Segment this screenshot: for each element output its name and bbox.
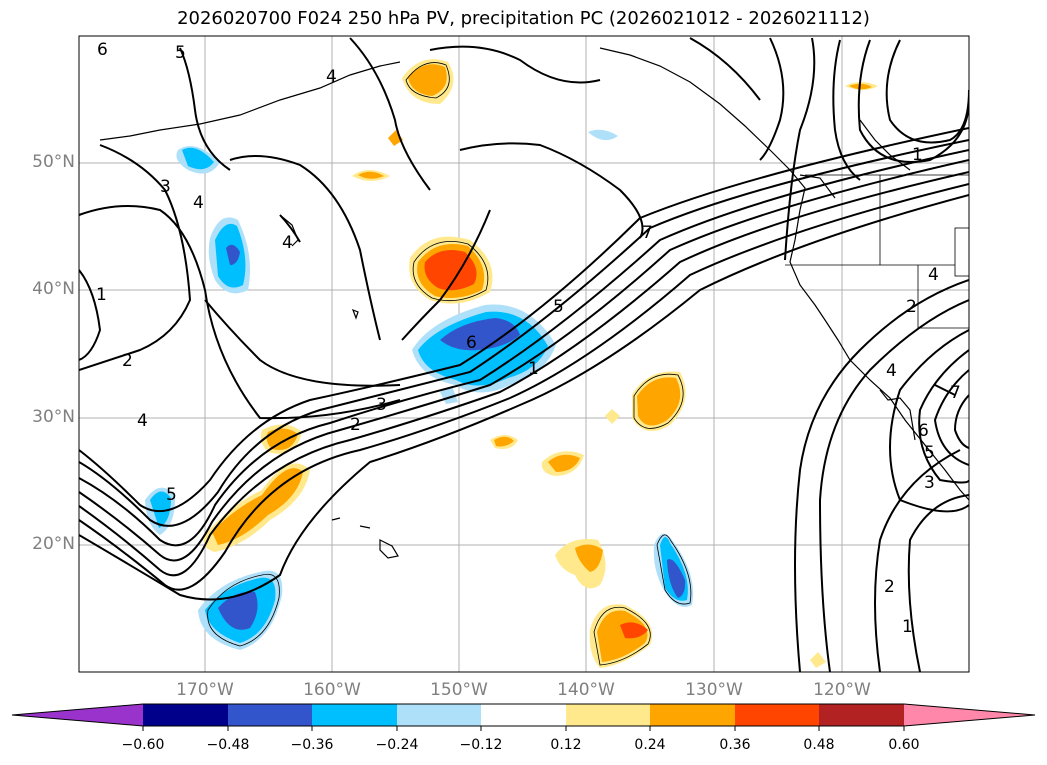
contour-label: 4 (326, 67, 337, 87)
lon-label-130w: 130°W (685, 680, 743, 700)
colorbar-segment (397, 704, 481, 726)
colorbar-label: 0.24 (634, 737, 666, 753)
colorbar (11, 703, 1036, 731)
colorbar-label: −0.24 (375, 737, 419, 753)
contour-label: 1 (912, 145, 923, 165)
coastlines (99, 47, 969, 559)
colorbar-label: −0.12 (459, 737, 503, 753)
contour-label: 3 (160, 177, 171, 197)
contour-label: 2 (906, 297, 917, 317)
contour-label: 2 (350, 415, 361, 435)
lon-label-160w: 160°W (303, 680, 361, 700)
precip-outlines (207, 62, 692, 666)
lon-label-170w: 170°W (176, 680, 234, 700)
lat-label-20n: 20°N (32, 534, 75, 554)
contour-label: 4 (886, 361, 897, 381)
map-title: 2026020700 F024 250 hPa PV, precipitatio… (177, 8, 870, 29)
contour-label: 2 (884, 577, 895, 597)
contour-label: 2 (122, 351, 133, 371)
colorbar-segment (312, 704, 397, 726)
lon-label-120w: 120°W (813, 680, 871, 700)
borders (785, 174, 969, 329)
contour-label: 6 (466, 333, 477, 353)
colorbar-label: 0.12 (550, 737, 582, 753)
contour-label: 1 (96, 285, 107, 305)
contour-label: 5 (924, 443, 935, 463)
contour-label: 6 (97, 40, 108, 60)
contour-label: 5 (166, 485, 177, 505)
contour-label: 1 (528, 359, 539, 379)
colorbar-segment (819, 704, 904, 726)
contour-label: 4 (928, 265, 939, 285)
colorbar-ticks (142, 726, 905, 731)
colorbar-label: 0.48 (803, 737, 835, 753)
contour-label: 5 (553, 297, 564, 317)
contour-label: 4 (137, 411, 148, 431)
contour-label: 5 (175, 43, 186, 63)
colorbar-label: 0.36 (719, 737, 751, 753)
lat-label-30n: 30°N (32, 407, 75, 427)
colorbar-extend-left (12, 704, 143, 726)
contour-labels: 1 2 3 4 4 5 6 4 4 5 2 3 6 1 5 7 1 2 1 4 … (96, 40, 961, 637)
colorbar-segment (481, 704, 566, 726)
map-frame (78, 35, 970, 673)
colorbar-label: −0.60 (121, 737, 165, 753)
contour-label: 4 (282, 233, 293, 253)
colorbar-label: −0.36 (290, 737, 334, 753)
colorbar-segment (228, 704, 312, 726)
colorbar-extend-right (904, 704, 1035, 726)
colorbar-segment (650, 704, 735, 726)
lon-label-150w: 150°W (430, 680, 488, 700)
contour-label: 4 (193, 193, 204, 213)
contour-label: 7 (950, 383, 961, 403)
lat-label-40n: 40°N (32, 279, 75, 299)
contour-label: 1 (902, 617, 913, 637)
lon-label-140w: 140°W (557, 680, 615, 700)
lat-label-50n: 50°N (32, 152, 75, 172)
contour-label: 3 (924, 473, 935, 493)
contour-label: 7 (642, 223, 653, 243)
pv-contours (79, 37, 969, 672)
precip-positive (203, 59, 878, 668)
colorbar-segment (143, 704, 228, 726)
contour-label: 3 (376, 395, 387, 415)
colorbar-label: −0.48 (206, 737, 250, 753)
colorbar-label: 0.60 (888, 737, 920, 753)
colorbar-segment (566, 704, 650, 726)
colorbar-segment (735, 704, 819, 726)
contour-label: 6 (918, 421, 929, 441)
